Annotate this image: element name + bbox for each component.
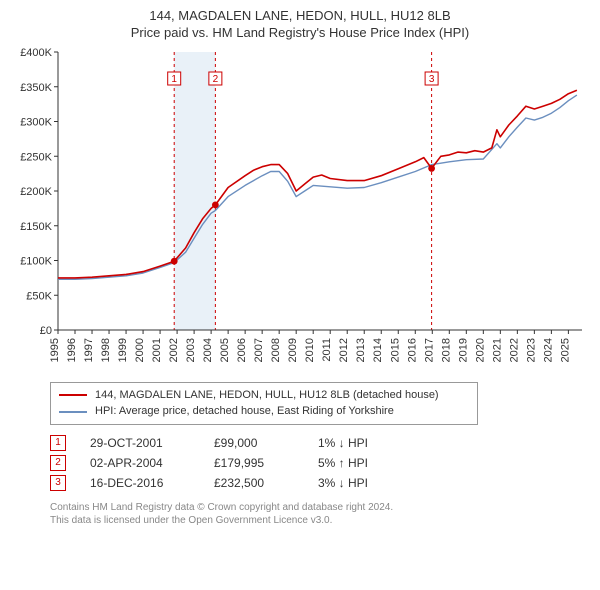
svg-text:2017: 2017 (423, 338, 435, 362)
svg-text:£150K: £150K (20, 221, 52, 233)
event-date: 02-APR-2004 (90, 456, 190, 470)
svg-text:£300K: £300K (20, 116, 52, 128)
svg-text:2010: 2010 (304, 338, 316, 362)
svg-text:2008: 2008 (270, 338, 282, 362)
svg-text:2: 2 (213, 74, 219, 85)
event-row: 3 16-DEC-2016 £232,500 3% ↓ HPI (50, 475, 590, 491)
chart-svg: 1 2 3 £0 £50K £100K £150K £200K £250K £300K £350K £… (10, 46, 590, 376)
svg-text:1996: 1996 (66, 338, 78, 362)
event-price: £179,995 (214, 456, 294, 470)
svg-text:2015: 2015 (389, 338, 401, 362)
svg-text:£0: £0 (40, 325, 52, 337)
svg-text:2007: 2007 (253, 338, 265, 362)
svg-text:2021: 2021 (491, 338, 503, 362)
event-date: 29-OCT-2001 (90, 436, 190, 450)
svg-text:£350K: £350K (20, 82, 52, 94)
legend-label: 144, MAGDALEN LANE, HEDON, HULL, HU12 8L… (95, 387, 439, 404)
svg-text:2014: 2014 (372, 338, 384, 362)
svg-text:2024: 2024 (542, 338, 554, 362)
svg-text:2022: 2022 (508, 338, 520, 362)
title-subtitle: Price paid vs. HM Land Registry's House … (10, 25, 590, 42)
event-price: £99,000 (214, 436, 294, 450)
svg-text:2004: 2004 (202, 338, 214, 362)
svg-text:3: 3 (429, 74, 435, 85)
svg-text:2002: 2002 (168, 338, 180, 362)
title-block: 144, MAGDALEN LANE, HEDON, HULL, HU12 8L… (10, 8, 590, 42)
svg-text:2005: 2005 (219, 338, 231, 362)
event-price: £232,500 (214, 476, 294, 490)
event-marker: 3 (50, 475, 66, 491)
svg-text:£400K: £400K (20, 47, 52, 59)
svg-text:1997: 1997 (83, 338, 95, 362)
footer: Contains HM Land Registry data © Crown c… (50, 501, 590, 527)
event-marker: 2 (50, 455, 66, 471)
event-row: 2 02-APR-2004 £179,995 5% ↑ HPI (50, 455, 590, 471)
svg-text:2009: 2009 (287, 338, 299, 362)
svg-text:£250K: £250K (20, 151, 52, 163)
svg-text:£50K: £50K (26, 290, 52, 302)
svg-text:2000: 2000 (134, 338, 146, 362)
svg-text:2020: 2020 (474, 338, 486, 362)
event-marker: 1 (50, 435, 66, 451)
svg-text:2018: 2018 (440, 338, 452, 362)
event-delta: 1% ↓ HPI (318, 436, 408, 450)
svg-text:2013: 2013 (355, 338, 367, 362)
svg-text:£100K: £100K (20, 255, 52, 267)
event-row: 1 29-OCT-2001 £99,000 1% ↓ HPI (50, 435, 590, 451)
svg-text:2003: 2003 (185, 338, 197, 362)
svg-text:2025: 2025 (559, 338, 571, 362)
legend-row: 144, MAGDALEN LANE, HEDON, HULL, HU12 8L… (59, 387, 469, 404)
legend: 144, MAGDALEN LANE, HEDON, HULL, HU12 8L… (50, 382, 478, 425)
svg-text:1995: 1995 (49, 338, 61, 362)
svg-text:2012: 2012 (338, 338, 350, 362)
svg-text:1999: 1999 (117, 338, 129, 362)
legend-label: HPI: Average price, detached house, East… (95, 403, 394, 420)
footer-line1: Contains HM Land Registry data © Crown c… (50, 501, 590, 514)
svg-text:2019: 2019 (457, 338, 469, 362)
price-chart: 1 2 3 £0 £50K £100K £150K £200K £250K £300K £350K £… (10, 46, 590, 376)
svg-text:1: 1 (171, 74, 177, 85)
legend-swatch (59, 394, 87, 396)
footer-line2: This data is licensed under the Open Gov… (50, 514, 590, 527)
legend-swatch (59, 411, 87, 413)
legend-row: HPI: Average price, detached house, East… (59, 403, 469, 420)
event-delta: 5% ↑ HPI (318, 456, 408, 470)
title-address: 144, MAGDALEN LANE, HEDON, HULL, HU12 8L… (10, 8, 590, 25)
svg-text:2006: 2006 (236, 338, 248, 362)
svg-text:2023: 2023 (525, 338, 537, 362)
event-date: 16-DEC-2016 (90, 476, 190, 490)
events-table: 1 29-OCT-2001 £99,000 1% ↓ HPI 2 02-APR-2004 £… (50, 431, 590, 495)
event-delta: 3% ↓ HPI (318, 476, 408, 490)
svg-text:1998: 1998 (100, 338, 112, 362)
svg-text:2016: 2016 (406, 338, 418, 362)
svg-text:£200K: £200K (20, 186, 52, 198)
svg-text:2011: 2011 (321, 338, 333, 362)
svg-text:2001: 2001 (151, 338, 163, 362)
